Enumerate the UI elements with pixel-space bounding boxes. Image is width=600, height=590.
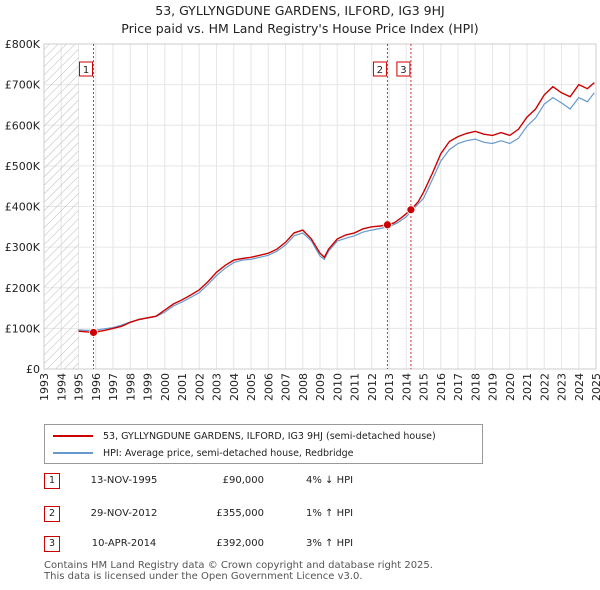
sale-hpi-diff: 1% ↑ HPI (306, 508, 354, 519)
sale-marker-box (372, 61, 387, 77)
sale-number-badge: 2 (44, 506, 60, 522)
sale-number-badge: 3 (44, 536, 60, 552)
legend-swatch-hpi (53, 452, 93, 454)
x-tick-label: 1998 (124, 373, 137, 401)
chart-subtitle: Price paid vs. HM Land Registry's House … (121, 21, 478, 36)
sale-price: £355,000 (216, 508, 264, 519)
x-tick-label: 2019 (487, 373, 500, 401)
x-tick-label: 2009 (314, 373, 327, 401)
x-tick-label: 2022 (538, 373, 551, 401)
series-line-property (78, 82, 595, 334)
sale-marker-label: 2 (377, 65, 383, 76)
legend-label-property: 53, GYLLYNGDUNE GARDENS, ILFORD, IG3 9HJ… (103, 430, 436, 442)
y-tick-label: £600K (5, 119, 41, 132)
plot-frame (43, 43, 597, 370)
x-tick-label: 2016 (435, 373, 448, 401)
sale-number-badge: 1 (44, 473, 60, 489)
x-tick-label: 2003 (211, 373, 224, 401)
x-tick-label: 2020 (504, 373, 517, 401)
y-tick-label: £500K (5, 160, 41, 173)
x-tick-label: 2018 (469, 373, 482, 401)
sale-marker-label: 3 (400, 65, 406, 76)
sale-price: £392,000 (216, 538, 264, 549)
legend-swatch-property (53, 435, 93, 437)
footer-line-copyright: Contains HM Land Registry data © Crown c… (44, 560, 433, 571)
x-tick-label: 2010 (331, 373, 344, 401)
sale-date: 13-NOV-1995 (90, 475, 158, 486)
x-tick-label: 1994 (55, 373, 68, 401)
sale-point (89, 328, 98, 337)
sale-point (383, 220, 392, 230)
x-tick-label: 2007 (280, 373, 293, 401)
x-tick-label: 2008 (297, 373, 310, 401)
x-tick-label: 2024 (573, 373, 586, 401)
chart-legend: 53, GYLLYNGDUNE GARDENS, ILFORD, IG3 9HJ… (44, 424, 483, 464)
sale-date: 29-NOV-2012 (90, 508, 158, 519)
plot-area: £0 £100K £200K £300K £400K £500K £600K £700K £80… (5, 38, 600, 401)
sale-marker-box (79, 61, 94, 77)
x-tick-label: 2017 (452, 373, 465, 401)
x-tick-label: 1997 (107, 373, 120, 401)
hatched-no-data-region (44, 44, 79, 369)
y-tick-label: £0 (26, 363, 40, 376)
x-tick-label: 2005 (245, 373, 258, 401)
legend-entry-property: 53, GYLLYNGDUNE GARDENS, ILFORD, IG3 9HJ… (53, 428, 436, 444)
x-tick-label: 2011 (349, 373, 362, 401)
x-tick-label: 2006 (262, 373, 275, 401)
x-tick-label: 2023 (556, 373, 569, 401)
x-tick-label: 2021 (521, 373, 534, 401)
sale-hpi-diff: 4% ↓ HPI (306, 475, 354, 486)
price-chart: 53, GYLLYNGDUNE GARDENS, ILFORD, IG3 9HJ… (5, 3, 600, 401)
legend-entry-hpi: HPI: Average price, semi-detached house,… (53, 445, 354, 461)
sale-row: 2 29-NOV-2012 £355,000 1% ↑ HPI (44, 505, 484, 523)
x-tick-label: 1993 (38, 373, 51, 401)
y-tick-label: £300K (5, 241, 41, 254)
x-tick-label: 2000 (159, 373, 172, 401)
x-tick-label: 2025 (590, 373, 600, 401)
sale-marker-box (396, 61, 411, 77)
x-tick-label: 2012 (366, 373, 379, 401)
sale-price: £90,000 (222, 475, 264, 486)
sale-marker-label: 1 (83, 65, 89, 76)
y-tick-label: £800K (5, 38, 41, 51)
sale-row: 3 10-APR-2014 £392,000 3% ↑ HPI (44, 535, 484, 553)
y-tick-label: £700K (5, 79, 41, 92)
x-tick-label: 2014 (400, 373, 413, 401)
sale-date: 10-APR-2014 (91, 538, 157, 549)
footer-attribution: Contains HM Land Registry data © Crown c… (44, 560, 433, 582)
chart-title: 53, GYLLYNGDUNE GARDENS, ILFORD, IG3 9HJ (155, 3, 444, 18)
y-tick-label: £100K (5, 322, 41, 335)
footer-line-licence: This data is licensed under the Open Gov… (44, 571, 363, 582)
x-tick-label: 2001 (176, 373, 189, 401)
x-tick-label: 1996 (90, 373, 103, 401)
sale-point (406, 205, 416, 215)
x-tick-label: 2015 (418, 373, 431, 401)
x-tick-label: 2002 (193, 373, 206, 401)
legend-label-hpi: HPI: Average price, semi-detached house,… (103, 447, 354, 459)
sale-row: 1 13-NOV-1995 £90,000 4% ↓ HPI (44, 472, 484, 490)
x-tick-label: 2004 (228, 373, 241, 401)
x-tick-label: 1999 (142, 373, 155, 401)
x-tick-label: 2013 (383, 373, 396, 401)
sale-hpi-diff: 3% ↑ HPI (306, 538, 354, 549)
y-tick-label: £400K (5, 201, 41, 214)
y-tick-label: £200K (5, 282, 41, 295)
series-line-hpi (78, 92, 595, 332)
x-tick-label: 1995 (73, 373, 86, 401)
